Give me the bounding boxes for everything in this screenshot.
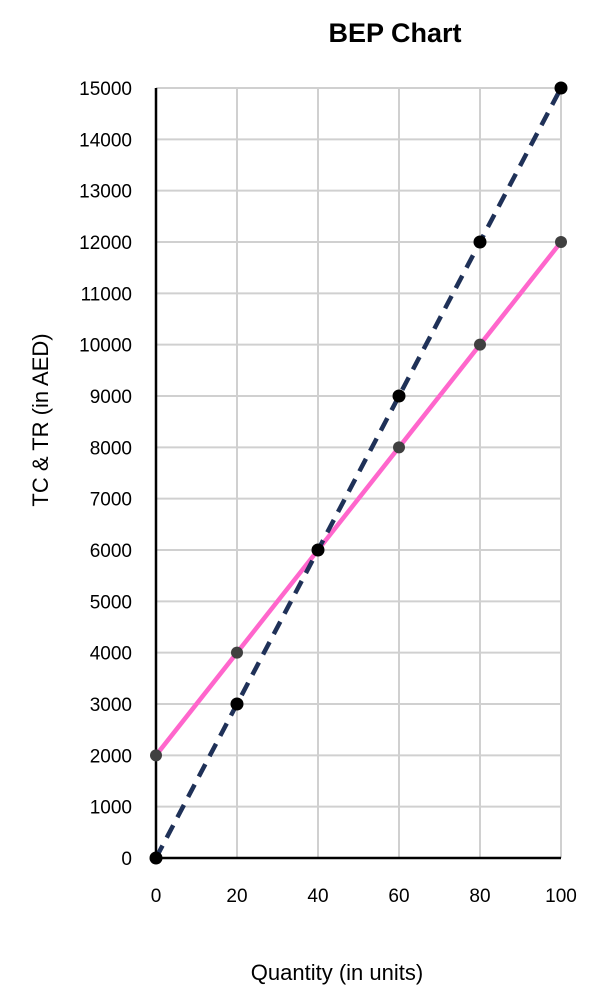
y-tick-label: 0 (121, 849, 132, 870)
series-1-point (554, 81, 568, 95)
x-tick-label: 0 (151, 886, 162, 907)
y-tick-label: 10000 (79, 336, 132, 357)
series-2-point (393, 441, 405, 454)
gridlines (156, 87, 562, 858)
series-2-point (474, 338, 486, 351)
y-tick-label: 15000 (79, 79, 132, 100)
y-tick-label: 3000 (90, 695, 132, 716)
series-1-point (311, 543, 325, 557)
x-tick-label: 100 (545, 886, 577, 907)
y-axis-label: TC & TR (in AED) (28, 333, 53, 506)
series-1-point (149, 851, 163, 865)
series-line-2 (154, 240, 563, 757)
y-tick-label: 13000 (79, 182, 132, 203)
x-tick-label: 40 (307, 886, 328, 907)
y-tick-label: 2000 (90, 746, 132, 767)
series-1-point (392, 389, 406, 403)
y-tick-labels: 0 1000 2000 3000 4000 5000 6000 7000 8000 9000 100… (79, 79, 132, 870)
y-tick-label: 8000 (90, 438, 132, 459)
y-tick-label: 11000 (81, 284, 132, 305)
series-line-1 (154, 86, 563, 860)
x-axis-label: Quantity (in units) (251, 960, 423, 985)
axes (154, 88, 561, 860)
series-1-point (473, 235, 487, 249)
y-tick-label: 4000 (90, 644, 132, 665)
series-2-point (555, 236, 567, 248)
x-tick-label: 60 (388, 886, 409, 907)
y-tick-label: 12000 (79, 233, 132, 254)
series-2-point (231, 646, 243, 659)
series-layer (149, 81, 568, 865)
x-tick-label: 20 (226, 886, 247, 907)
series-1-point (230, 697, 244, 711)
y-tick-label: 14000 (79, 130, 132, 151)
x-tick-labels: 0 20 40 60 80 100 (151, 886, 577, 907)
series-2-point (150, 749, 162, 762)
y-tick-label: 5000 (90, 592, 132, 613)
x-tick-label: 80 (469, 886, 490, 907)
chart-title: BEP Chart (328, 18, 461, 48)
y-tick-label: 1000 (90, 798, 132, 819)
y-tick-label: 7000 (90, 490, 132, 511)
y-tick-label: 9000 (90, 387, 132, 408)
y-tick-label: 6000 (90, 541, 132, 562)
